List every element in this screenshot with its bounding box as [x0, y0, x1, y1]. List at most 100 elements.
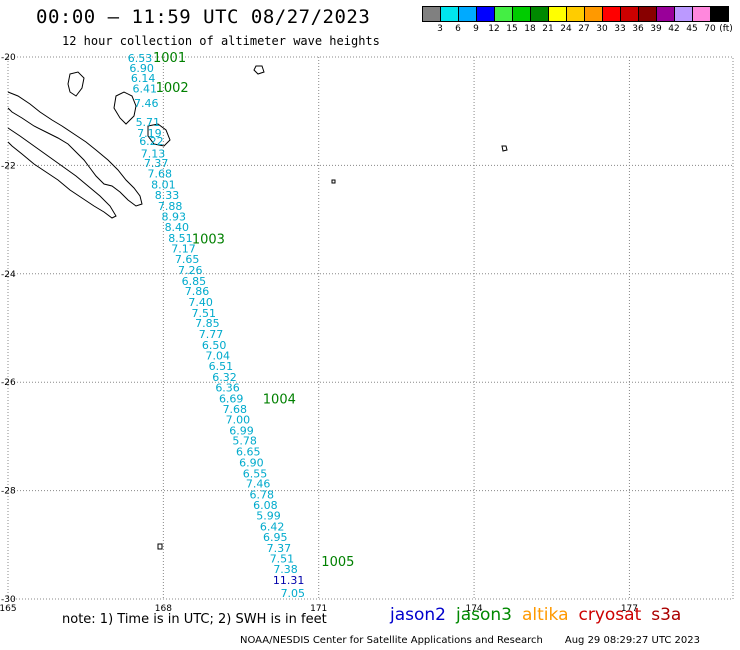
wave-height-value: 5.99: [256, 510, 281, 523]
wave-height-value: 7.86: [185, 285, 210, 298]
wave-height-value: 6.14: [131, 72, 156, 85]
wave-height-value: 6.50: [202, 339, 227, 352]
wave-height-value: 7.13: [141, 147, 166, 160]
wave-height-value: 7.51: [270, 552, 295, 565]
wave-height-value: 6.55: [243, 467, 268, 480]
legend-label: 70: [704, 24, 716, 34]
cycle-labels: 1001 1002 1003 1004 1005: [153, 51, 354, 570]
footer-timestamp: Aug 29 08:29:27 UTC 2023: [564, 635, 701, 646]
wave-height-value: 7.46: [246, 478, 271, 491]
legend-unit: (ft): [719, 24, 733, 34]
legend-swatch: [584, 6, 603, 22]
satellite-name: cryosat: [578, 605, 642, 625]
legend-label: 36: [632, 24, 644, 34]
wave-height-value: 7.65: [175, 253, 200, 266]
latitude-label: -26: [1, 378, 16, 388]
legend-swatch: [512, 6, 531, 22]
coastline-outline: [157, 543, 163, 550]
wave-height-value: 6.78: [250, 488, 275, 501]
wave-height-value: 7.04: [205, 350, 230, 363]
wave-height-value: 6.08: [253, 499, 278, 512]
coastline-outline: [501, 145, 508, 152]
wave-height-value: 6.53: [128, 52, 153, 65]
wave-height-value: 6.85: [182, 275, 207, 288]
latitude-label: -24: [1, 270, 16, 280]
footer-credit: NOAA/NESDIS Center for Satellite Applica…: [240, 635, 543, 646]
legend-label: 42: [668, 24, 680, 34]
legend-swatch: [422, 6, 441, 22]
wave-height-value: 7.26: [178, 264, 203, 277]
wave-height-value: 6.90: [129, 62, 154, 75]
wave-height-track: 6.536.906.146.417.465.717.196.227.137.37…: [128, 52, 305, 600]
legend-label: 45: [686, 24, 698, 34]
coastline-outline: [113, 91, 137, 125]
legend-swatch: [548, 6, 567, 22]
legend-swatch: [620, 6, 639, 22]
wave-height-value: 8.40: [165, 221, 190, 234]
legend-swatches: [422, 6, 729, 22]
satellite-name: jason3: [456, 605, 512, 625]
longitude-label: 165: [0, 604, 17, 614]
coastline-outline: [7, 91, 143, 207]
wave-height-value: 8.51: [168, 232, 193, 245]
longitude-label: 177: [621, 604, 638, 614]
wave-height-value: 7.40: [188, 296, 213, 309]
satellite-name: jason2: [390, 605, 446, 625]
longitude-label: 171: [310, 604, 327, 614]
satellite-name: s3a: [651, 605, 682, 625]
coastline-outline: [7, 127, 117, 219]
wave-height-value: 5.71: [136, 116, 161, 129]
legend-swatch: [494, 6, 513, 22]
legend-swatch: [692, 6, 711, 22]
legend-label: 15: [506, 24, 518, 34]
legend-label: 9: [473, 24, 479, 34]
legend-label: 12: [488, 24, 500, 34]
satellite-name: altika: [522, 605, 569, 625]
wave-height-value: 6.65: [236, 446, 261, 459]
wave-height-value: 6.69: [219, 392, 244, 405]
wave-height-value: 6.95: [263, 531, 288, 544]
legend-swatch: [674, 6, 693, 22]
legend-label: 27: [578, 24, 590, 34]
wave-height-value: 7.17: [171, 242, 196, 255]
legend-label: 24: [560, 24, 572, 34]
wave-height-value: 6.90: [239, 456, 264, 469]
coastline-outline: [67, 71, 85, 97]
wave-height-value: 6.41: [132, 82, 157, 95]
wave-height-value: 7.88: [158, 200, 183, 213]
wave-height-value: 7.68: [147, 168, 172, 181]
satellite-legend: jason2 jason3 altika cryosat s3a: [390, 605, 691, 625]
legend-labels: 3 6 9 12 15 18 21 24 27 30 33 36 39 42 45 70 (ft): [422, 24, 733, 36]
legend-swatch: [476, 6, 495, 22]
cycle-label: 1004: [263, 392, 296, 407]
wave-height-value: 6.99: [229, 424, 254, 437]
wave-height-value: 5.78: [232, 435, 257, 448]
legend-label: 21: [542, 24, 554, 34]
page-subtitle: 12 hour collection of altimeter wave hei…: [62, 34, 380, 48]
wave-height-value: 6.32: [212, 371, 237, 384]
latitude-label: -28: [1, 487, 16, 497]
longitude-labels: 165 168 171 174 177: [0, 604, 638, 614]
footer: NOAA/NESDIS Center for Satellite Applica…: [240, 635, 700, 646]
wave-height-value: 7.05: [281, 587, 306, 600]
legend-label: 6: [455, 24, 461, 34]
longitude-label: 168: [155, 604, 172, 614]
wave-height-value: 7.38: [273, 563, 298, 576]
legend-label: 18: [524, 24, 536, 34]
wave-height-value: 7.19: [137, 127, 162, 140]
legend-swatch: [602, 6, 621, 22]
page-title: 00:00 – 11:59 UTC 08/27/2023: [36, 6, 371, 28]
longitude-label: 174: [465, 604, 482, 614]
legend-label: 30: [596, 24, 608, 34]
legend-swatch: [440, 6, 459, 22]
color-legend: 3 6 9 12 15 18 21 24 27 30 33 36 39 42 45 70 (ft): [422, 6, 733, 36]
wave-height-value: 6.51: [209, 360, 234, 373]
cycle-label: 1001: [153, 51, 186, 66]
legend-swatch: [656, 6, 675, 22]
coastline-outline: [147, 123, 171, 147]
legend-swatch: [710, 6, 729, 22]
wave-height-value: 7.37: [144, 157, 169, 170]
coastline-outline: [331, 179, 336, 184]
